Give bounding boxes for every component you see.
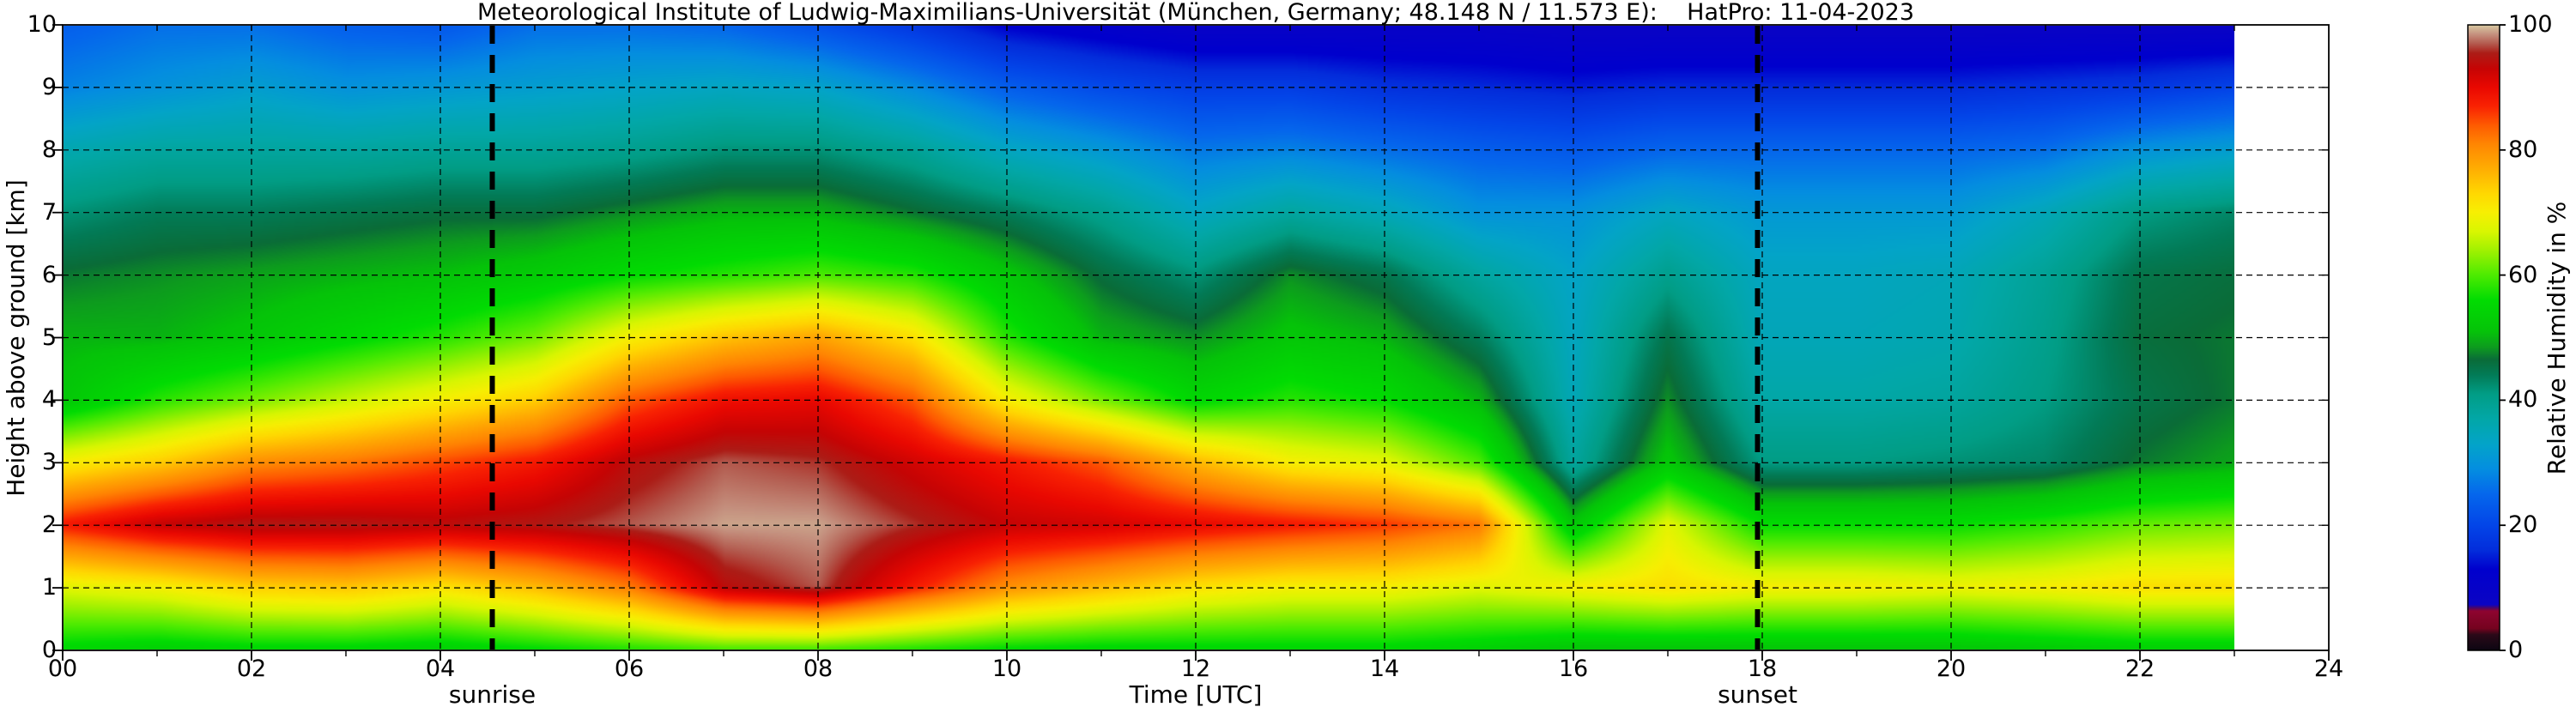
x-tick-label: 16	[1558, 656, 1589, 682]
y-tick-label: 4	[41, 386, 57, 414]
colorbar-tick-label: 20	[2508, 511, 2538, 539]
x-tick-label: 22	[2124, 656, 2155, 682]
x-tick-label: 18	[1747, 656, 1778, 682]
y-tick-label: 2	[41, 511, 57, 539]
x-tick-label: 06	[614, 656, 645, 682]
colorbar-tick-label: 60	[2508, 261, 2538, 288]
x-tick-label: 04	[425, 656, 456, 682]
y-tick-label: 7	[41, 198, 57, 226]
x-tick-label: 20	[1936, 656, 1967, 682]
sunrise-annotation: sunrise	[448, 680, 536, 707]
y-tick-label: 6	[41, 261, 57, 288]
x-tick-label: 14	[1369, 656, 1400, 682]
y-tick-label: 1	[41, 574, 57, 601]
x-tick-label: 12	[1180, 656, 1211, 682]
y-tick-label: 3	[41, 449, 57, 476]
x-tick-label: 08	[803, 656, 833, 682]
chart-title: Meteorological Institute of Ludwig-Maxim…	[476, 0, 1915, 26]
x-axis-label: Time [UTC]	[1129, 680, 1263, 707]
x-tick-label: 10	[991, 656, 1022, 682]
x-tick-label: 00	[47, 656, 78, 682]
x-tick-label: 02	[236, 656, 267, 682]
colorbar-tick-label: 0	[2508, 637, 2524, 663]
colorbar-tick-label: 80	[2508, 136, 2538, 163]
y-tick-label: 8	[41, 136, 57, 163]
colorbar-tick-label: 40	[2508, 386, 2538, 414]
x-tick-label: 24	[2313, 656, 2344, 682]
y-tick-label: 0	[41, 637, 57, 663]
y-tick-label: 10	[27, 11, 57, 38]
colorbar-tick-label: 100	[2508, 11, 2553, 38]
colorbar-label: Relative Humidity in %	[2543, 201, 2571, 474]
y-tick-label: 9	[41, 73, 57, 100]
sunset-annotation: sunset	[1718, 680, 1797, 707]
y-tick-label: 5	[41, 323, 57, 351]
colorbar-gradient	[2468, 25, 2500, 650]
